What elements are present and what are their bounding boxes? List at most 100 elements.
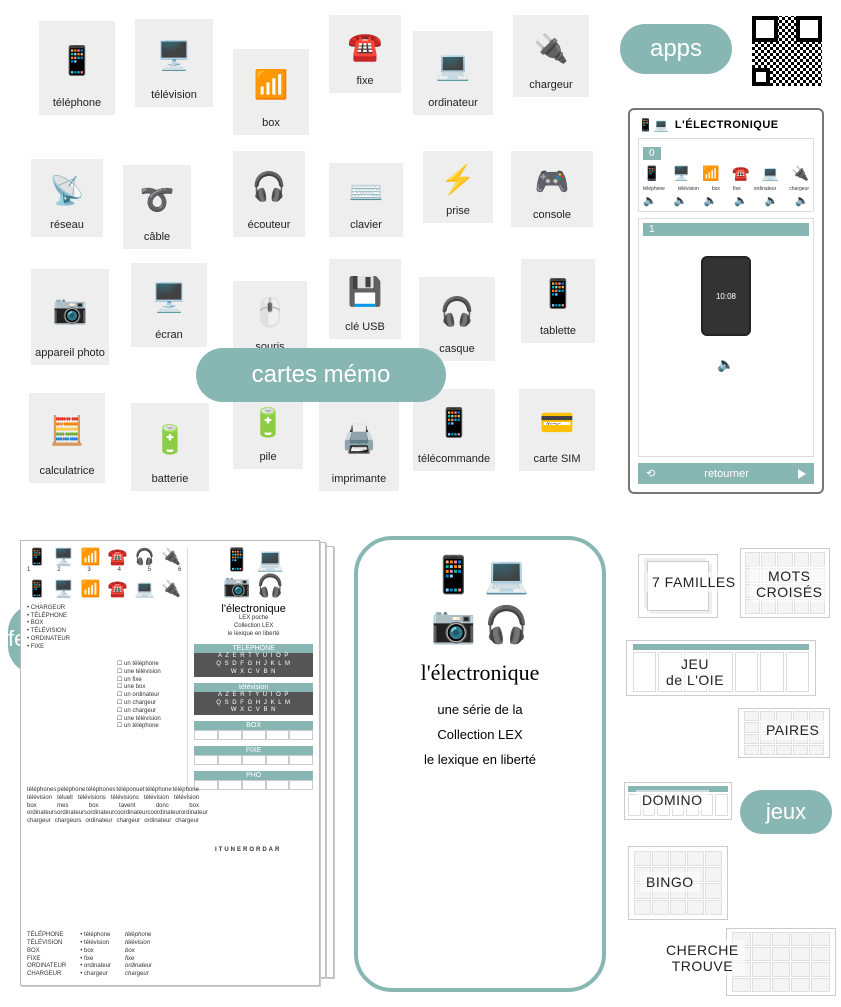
badge-icon: 📱 xyxy=(431,554,476,596)
play-icon[interactable] xyxy=(798,469,806,479)
card-icon: 🖱️ xyxy=(235,285,305,341)
ws-sub2: Collection LEX xyxy=(194,623,313,631)
ws-list-item: • TÉLÉPHONE xyxy=(27,613,181,621)
ws-word: ordinateur xyxy=(87,810,114,818)
badge-icon: 📷 xyxy=(431,604,476,646)
ws-word: téléphones xyxy=(27,787,56,795)
memo-card-imprimante[interactable]: 🖨️imprimante xyxy=(318,400,400,492)
memo-card-pile[interactable]: 🔋pile xyxy=(232,390,304,470)
speaker-icon[interactable]: 🔈 xyxy=(673,194,687,207)
app-row-1-num: 1 xyxy=(643,223,809,236)
memo-card-batterie[interactable]: 🔋batterie xyxy=(130,402,210,492)
ws-list-item: ☐ un téléphone xyxy=(117,661,161,669)
ws-word: coordinateur xyxy=(147,810,180,818)
app-row-1: 1 10:08 🔈 xyxy=(638,218,814,457)
speaker-icon[interactable]: 🔈 xyxy=(795,194,809,207)
card-label: chargeur xyxy=(529,79,572,91)
mini-icon: 🔌 xyxy=(792,165,809,182)
collection-badge: 📱💻📷🎧 l'électronique une série de la Coll… xyxy=(354,536,606,992)
memo-card-télévision[interactable]: 🖥️télévision xyxy=(134,18,214,108)
card-label: batterie xyxy=(152,473,189,485)
memo-card-box[interactable]: 📶box xyxy=(232,48,310,136)
speaker-icon[interactable]: 🔈 xyxy=(643,194,657,207)
mini-icon: ☎️ xyxy=(732,165,749,182)
card-icon: ⌨️ xyxy=(331,167,401,219)
ws-scramble: ITUNERORDAR xyxy=(215,847,281,855)
qr-code-icon xyxy=(752,16,822,86)
ws-word: ordinateurs xyxy=(57,810,87,818)
card-icon: ➰ xyxy=(125,169,189,231)
return-button[interactable]: retourner xyxy=(704,468,749,480)
ws-section-header: BOX xyxy=(194,721,313,730)
app-footer: ⟲ retourner xyxy=(638,463,814,484)
ws-word: ordinateur xyxy=(85,818,112,826)
memo-card-tablette[interactable]: 📱tablette xyxy=(520,258,596,344)
card-label: ordinateur xyxy=(428,97,478,109)
memo-card-écouteur[interactable]: 🎧écouteur xyxy=(232,150,306,238)
memo-card-fixe[interactable]: ☎️fixe xyxy=(328,14,402,94)
card-label: câble xyxy=(144,231,170,243)
memo-card-câble[interactable]: ➰câble xyxy=(122,164,192,250)
speaker-icon[interactable]: 🔈 xyxy=(734,194,748,207)
ws-section: PHO xyxy=(194,771,313,790)
ws-word: téluell xyxy=(57,795,73,803)
memo-card-casque[interactable]: 🎧casque xyxy=(418,276,496,362)
card-label: tablette xyxy=(540,325,576,337)
ws-word: ordinateur xyxy=(181,810,208,818)
ws-list-item: ☐ un chargeur xyxy=(117,700,161,708)
memo-card-téléphone[interactable]: 📱téléphone xyxy=(38,20,116,116)
card-icon: 💾 xyxy=(331,263,399,321)
ws-section: FIXE xyxy=(194,746,313,765)
ws-word: ordinateurs xyxy=(27,810,57,818)
ws-word: chargeur xyxy=(27,818,51,826)
speaker-icon[interactable]: 🔈 xyxy=(704,194,718,207)
card-label: télévision xyxy=(151,89,197,101)
game-label: DOMINO xyxy=(636,790,709,810)
app-big-device: 10:08 xyxy=(643,236,809,356)
app-header: 📱💻 L'ÉLECTRONIQUE xyxy=(638,118,814,132)
memo-card-console[interactable]: 🎮console xyxy=(510,150,594,228)
card-label: clé USB xyxy=(345,321,385,333)
card-label: prise xyxy=(446,205,470,217)
card-label: appareil photo xyxy=(35,347,105,359)
ws-word: coordinateur xyxy=(114,810,147,818)
card-label: écran xyxy=(155,329,183,341)
mini-label: box xyxy=(712,186,720,192)
ws-section: BOX xyxy=(194,721,313,740)
ws-top-icons2: 📱🖥️📶☎️💻🔌 xyxy=(27,579,181,599)
ws-headers: TÉLÉPHONEA Z E R T Y U I O PQ S D F G H … xyxy=(194,644,313,790)
game-label: 7 FAMILLES xyxy=(646,572,742,592)
memo-card-chargeur[interactable]: 🔌chargeur xyxy=(512,14,590,98)
app-row-0-num: 0 xyxy=(643,147,661,160)
ws-word: télévision xyxy=(27,795,52,803)
card-icon: 💳 xyxy=(521,393,593,453)
badge-title: l'électronique xyxy=(421,660,540,686)
refresh-icon[interactable]: ⟲ xyxy=(646,467,655,480)
ws-word: box xyxy=(89,803,99,811)
ws-list-item: • ORDINATEUR xyxy=(27,636,181,644)
memo-card-clavier[interactable]: ⌨️clavier xyxy=(328,162,404,238)
mini-icon: 📶 xyxy=(702,165,719,182)
ws-list-item: • CHARGEUR xyxy=(27,605,181,613)
speaker-icon[interactable]: 🔈 xyxy=(765,194,779,207)
memo-card-appareil-photo[interactable]: 📷appareil photo xyxy=(30,268,110,366)
memo-card-écran[interactable]: 🖥️écran xyxy=(130,262,208,348)
memo-card-calculatrice[interactable]: 🧮calculatrice xyxy=(28,392,106,484)
memo-card-ordinateur[interactable]: 💻ordinateur xyxy=(412,30,494,116)
device-time: 10:08 xyxy=(716,292,736,301)
ws-list-item: ☐ un chargeur xyxy=(117,708,161,716)
ws-word: téléphone xyxy=(173,787,199,795)
card-icon: 📶 xyxy=(235,53,307,117)
app-speaker-icon[interactable]: 🔈 xyxy=(643,356,809,373)
card-icon: 📡 xyxy=(33,163,101,219)
mini-label: chargeur xyxy=(789,186,809,192)
memo-card-carte-SIM[interactable]: 💳carte SIM xyxy=(518,388,596,472)
memo-card-clé-USB[interactable]: 💾clé USB xyxy=(328,258,402,340)
ws-sub3: le lexique en liberté xyxy=(194,631,313,639)
pill-jeux-label: jeux xyxy=(766,799,806,825)
memo-card-prise[interactable]: ⚡prise xyxy=(422,150,494,224)
ws-title: l'électronique xyxy=(194,603,313,615)
ws-word: ordinateur xyxy=(144,818,171,826)
memo-card-réseau[interactable]: 📡réseau xyxy=(30,158,104,238)
card-icon: 🎮 xyxy=(513,155,591,209)
